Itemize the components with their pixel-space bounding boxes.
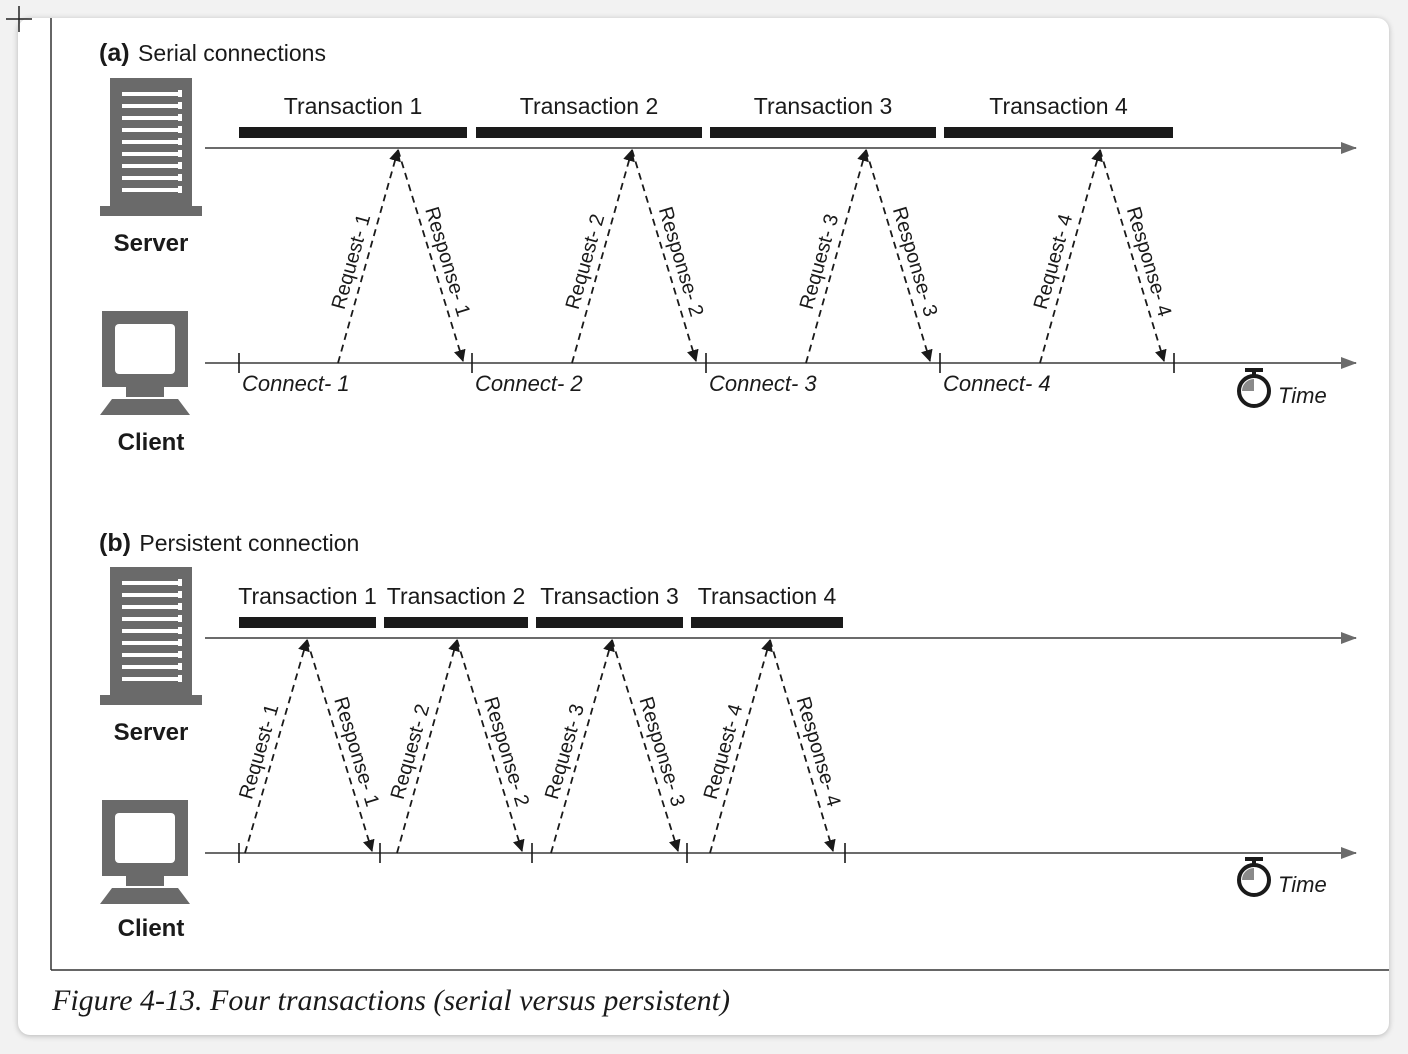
transaction-label: Transaction 2 xyxy=(387,583,526,609)
client-icon xyxy=(100,800,190,904)
request-label: Request- 1 xyxy=(328,212,375,312)
server-label: Server xyxy=(114,719,189,746)
transaction-label: Transaction 4 xyxy=(698,583,837,609)
server-icon xyxy=(100,567,202,705)
response-arrow xyxy=(611,639,681,852)
connect-label: Connect- 4 xyxy=(943,371,1051,396)
response-label: Response- 2 xyxy=(479,694,533,809)
response-arrow xyxy=(769,639,836,852)
response-arrow xyxy=(1099,149,1167,362)
transaction-label: Transaction 1 xyxy=(238,583,377,609)
request-arrow xyxy=(396,639,460,854)
stopwatch-icon xyxy=(1237,857,1271,897)
transaction-bar xyxy=(536,617,683,628)
panel-persistent: (b) Persistent connection Server Client … xyxy=(99,529,1357,942)
server-icon xyxy=(100,78,202,216)
transaction-label: Transaction 3 xyxy=(754,93,893,119)
response-arrow xyxy=(306,639,375,852)
panel-label: (a) Serial connections xyxy=(99,39,326,67)
panel-label: (b) Persistent connection xyxy=(99,529,359,557)
response-arrow xyxy=(631,149,699,362)
response-label: Response- 4 xyxy=(1122,204,1175,319)
request-arrow xyxy=(805,149,869,364)
request-label: Request- 2 xyxy=(562,212,609,312)
transaction-bar xyxy=(384,617,528,628)
response-label: Response- 2 xyxy=(654,204,707,319)
stopwatch-icon xyxy=(1237,368,1271,408)
figure-card xyxy=(18,18,1389,1035)
request-arrow xyxy=(244,639,310,854)
request-label: Request- 3 xyxy=(796,212,843,312)
time-label: Time xyxy=(1278,872,1327,897)
connect-label: Connect- 3 xyxy=(709,371,817,396)
transaction-bar xyxy=(710,127,936,138)
transaction-bar xyxy=(239,617,376,628)
server-label: Server xyxy=(114,230,189,257)
response-label: Response- 4 xyxy=(792,694,845,809)
panel-label-prefix: (b) xyxy=(99,529,131,557)
request-label: Request- 3 xyxy=(541,702,589,802)
response-arrow xyxy=(865,149,933,362)
time-label: Time xyxy=(1278,383,1327,408)
panel-label-text: Persistent connection xyxy=(139,530,359,556)
transaction-label: Transaction 4 xyxy=(989,93,1128,119)
panel-label-text: Serial connections xyxy=(138,40,326,66)
transaction-bar xyxy=(476,127,702,138)
connect-label: Connect- 2 xyxy=(475,371,583,396)
crosshair-cursor-icon xyxy=(6,6,32,32)
connect-label: Connect- 1 xyxy=(242,371,350,396)
request-arrow xyxy=(1039,149,1103,364)
request-arrow xyxy=(550,639,615,854)
response-label: Response- 3 xyxy=(635,694,689,809)
response-label: Response- 1 xyxy=(329,694,383,809)
response-label: Response- 1 xyxy=(420,204,474,319)
response-label: Response- 3 xyxy=(888,204,941,319)
transaction-label: Transaction 3 xyxy=(540,583,679,609)
panel-label-prefix: (a) xyxy=(99,39,130,67)
transaction-bar xyxy=(691,617,843,628)
request-label: Request- 1 xyxy=(235,702,283,802)
figure-caption: Figure 4-13. Four transactions (serial v… xyxy=(52,984,731,1017)
transaction-label: Transaction 2 xyxy=(520,93,659,119)
request-label: Request- 4 xyxy=(1030,212,1077,312)
request-arrow xyxy=(709,639,773,854)
client-icon xyxy=(100,311,190,415)
transaction-bar xyxy=(239,127,467,138)
client-label: Client xyxy=(118,429,185,456)
panel-serial: (a) Serial connections Server Client Tra… xyxy=(99,39,1357,456)
transaction-bar xyxy=(944,127,1173,138)
request-label: Request- 4 xyxy=(700,702,747,802)
response-arrow xyxy=(397,149,466,362)
request-arrow xyxy=(571,149,635,364)
response-arrow xyxy=(456,639,525,852)
transaction-label: Transaction 1 xyxy=(284,93,423,119)
request-arrow xyxy=(337,149,401,364)
request-label: Request- 2 xyxy=(387,702,434,802)
client-label: Client xyxy=(118,915,185,942)
